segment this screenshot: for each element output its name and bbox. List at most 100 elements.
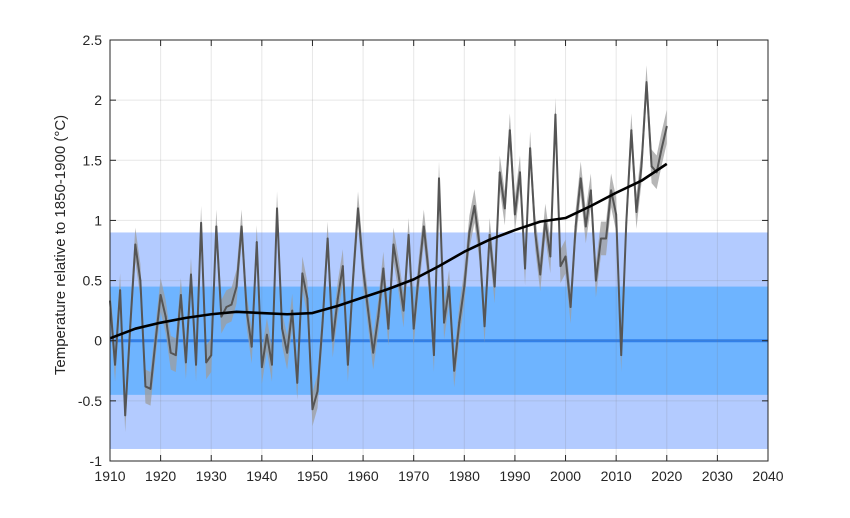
annual-data-point (605, 237, 607, 240)
x-tick-label: 1930 (196, 468, 227, 484)
annual-data-point (311, 408, 314, 411)
y-axis-label: Temperature relative to 1850-1900 (°C) (52, 115, 69, 375)
annual-data-point (660, 147, 663, 150)
annual-data-point (427, 273, 430, 276)
annual-data-point (271, 363, 273, 366)
annual-data-point (331, 339, 334, 342)
annual-data-point (600, 237, 602, 240)
annual-data-point (569, 306, 572, 308)
annual-data-point (503, 207, 506, 210)
annual-data-point (635, 211, 638, 213)
annual-data-point (508, 129, 511, 132)
annual-data-point (387, 327, 390, 330)
annual-data-point (549, 255, 552, 258)
annual-data-point (514, 213, 516, 216)
annual-data-point (174, 354, 177, 357)
annual-data-point (625, 221, 628, 224)
annual-data-point (392, 243, 395, 246)
y-tick-label: 0 (94, 333, 102, 349)
annual-data-point (149, 387, 152, 390)
annual-data-point (336, 297, 339, 300)
annual-data-point (286, 351, 289, 354)
annual-data-point (412, 327, 415, 330)
annual-data-point (129, 325, 132, 328)
x-tick-label: 1940 (246, 468, 277, 484)
annual-data-point (240, 225, 243, 228)
annual-data-point (422, 225, 425, 228)
annual-data-point (205, 361, 208, 364)
annual-data-point (650, 165, 653, 168)
annual-data-point (154, 339, 157, 342)
annual-data-point (281, 327, 283, 330)
annual-data-point (417, 273, 420, 276)
annual-data-point (144, 385, 147, 388)
plot-frame (109, 39, 769, 462)
y-tick-label: 2 (94, 92, 102, 108)
annual-data-point (640, 165, 643, 168)
bands-layer (110, 232, 768, 449)
x-tick-label: 2010 (601, 468, 632, 484)
x-tick-label: 2030 (702, 468, 733, 484)
annual-data-point (589, 189, 592, 192)
annual-data-point (306, 297, 309, 300)
annual-data-point (220, 315, 223, 318)
annual-data-point (595, 279, 597, 282)
annual-data-point (620, 354, 623, 357)
annual-data-point (529, 147, 532, 150)
axes-layer (109, 39, 769, 462)
x-tick-label: 1950 (297, 468, 328, 484)
annual-data-point (357, 207, 359, 210)
x-tick-label: 1980 (449, 468, 480, 484)
annual-data-point (341, 265, 344, 268)
annual-data-point (195, 363, 197, 366)
annual-data-point (382, 267, 385, 270)
annual-data-point (367, 309, 370, 312)
annual-data-point (276, 207, 278, 210)
annual-data-point (301, 272, 304, 275)
annual-data-point (316, 390, 319, 393)
annual-data-point (468, 231, 471, 234)
annual-data-point (352, 279, 354, 282)
annual-data-point (630, 129, 633, 132)
annual-data-point (291, 309, 294, 312)
annual-data-point (463, 285, 466, 288)
annual-data-point (473, 205, 476, 207)
annual-data-point (615, 213, 618, 216)
annual-data-point (610, 189, 612, 192)
annual-data-point (326, 237, 329, 240)
annual-data-point (564, 255, 567, 258)
annual-data-point (346, 363, 349, 366)
x-tick-label: 2000 (550, 468, 581, 484)
smoothed-trend-line (109, 162, 668, 340)
annual-data-point (164, 315, 167, 318)
x-tick-label: 1910 (94, 468, 125, 484)
annual-data-point (453, 369, 456, 372)
x-tick-label: 2020 (651, 468, 682, 484)
annual-data-point (114, 363, 116, 366)
annual-data-point (498, 171, 501, 174)
annual-data-point (443, 321, 445, 324)
annual-data-point (584, 225, 587, 228)
annual-data-point (321, 321, 324, 324)
annual-data-point (119, 289, 122, 292)
annual-data-point (225, 306, 228, 308)
annual-data-point (458, 321, 461, 324)
annual-data-point (493, 285, 496, 288)
annual-data-point (448, 285, 451, 288)
annual-data-point (438, 177, 440, 180)
x-tick-label: 1970 (398, 468, 429, 484)
annual-data-point (645, 81, 648, 83)
x-tick-label: 1920 (145, 468, 176, 484)
x-tick-label: 1990 (499, 468, 530, 484)
y-tick-label: -1 (90, 453, 103, 469)
y-tick-label: 1.5 (83, 152, 103, 168)
annual-data-point (255, 241, 258, 243)
annual-data-point (139, 279, 142, 282)
y-tick-label: 1 (94, 212, 102, 228)
annual-data-point (215, 225, 218, 228)
annual-data-point (159, 294, 162, 296)
x-tick-label: 2040 (752, 468, 783, 484)
annual-data-point (230, 303, 233, 306)
annual-data-point (539, 273, 542, 276)
annual-data-point (407, 233, 410, 236)
